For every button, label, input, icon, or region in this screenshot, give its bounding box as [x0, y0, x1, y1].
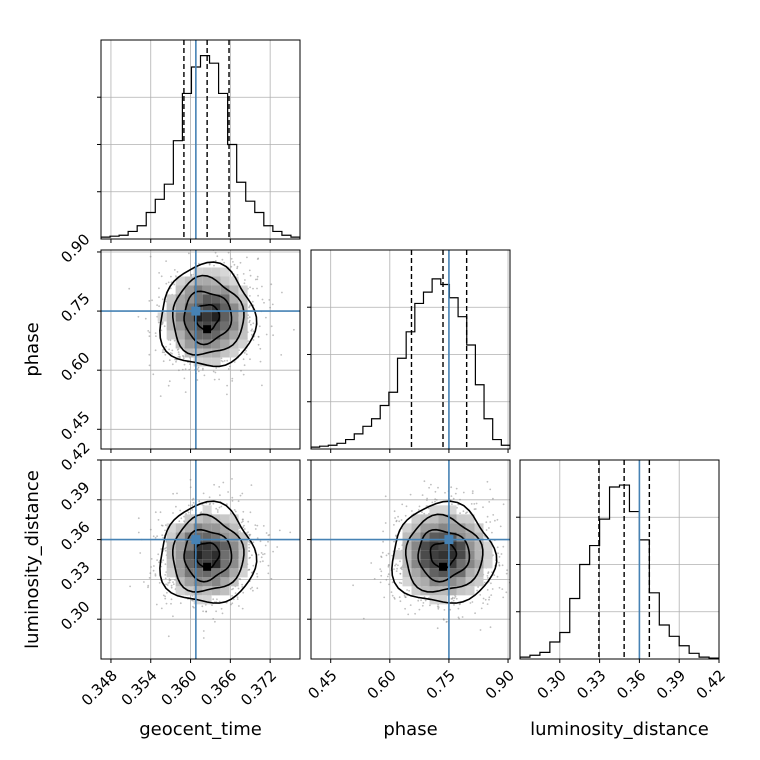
tick-label-y: 0.36: [57, 518, 93, 554]
tick-label-y: 0.75: [57, 289, 93, 325]
tick-label-y: 0.33: [57, 558, 93, 594]
tick-label-y: 0.39: [57, 478, 93, 514]
histogram-luminosity-distance: [516, 459, 720, 663]
axes-frame: [100, 459, 301, 660]
tick-label-x: 0.366: [197, 666, 240, 709]
axes-frame: [100, 249, 301, 450]
tick-label-x: 0.360: [157, 666, 200, 709]
histogram-phase: [307, 249, 511, 453]
density-geocent-time-vs-luminosity-distance: [97, 459, 301, 663]
tick-label-y: 0.30: [57, 597, 93, 633]
contour-lines: [159, 500, 258, 604]
axis-title-y: phase: [22, 322, 43, 376]
histogram-geocent-time: [97, 39, 301, 243]
truth-marker: [444, 535, 454, 545]
histogram-step: [101, 55, 300, 239]
axis-title-x: geocent_time: [139, 719, 262, 740]
tick-label-y: 0.90: [57, 230, 93, 266]
tick-label-y: 0.60: [57, 348, 93, 384]
contour-lines: [391, 500, 498, 604]
truth-marker: [191, 535, 201, 545]
histogram-step: [520, 484, 719, 659]
tick-label-x: 0.348: [78, 666, 121, 709]
histogram-step: [311, 278, 510, 449]
tick-label-x: 0.75: [423, 666, 459, 702]
density-phase-vs-luminosity-distance: [307, 459, 511, 663]
tick-label-x: 0.45: [304, 666, 340, 702]
density-geocent-time-vs-phase: [97, 249, 301, 453]
axes-frame: [310, 459, 511, 660]
axes-frame: [310, 249, 511, 450]
tick-label-x: 0.36: [613, 666, 649, 702]
tick-label-x: 0.60: [363, 666, 399, 702]
tick-label-x: 0.354: [118, 666, 161, 709]
axes-frame: [519, 459, 720, 660]
tick-label-y: 0.42: [57, 438, 93, 474]
axes-frame: [100, 39, 301, 240]
tick-label-x: 0.90: [482, 666, 518, 702]
axis-title-y: luminosity_distance: [22, 470, 43, 649]
tick-label-x: 0.39: [653, 666, 689, 702]
tick-label-x: 0.42: [693, 666, 729, 702]
tick-label-x: 0.33: [573, 666, 609, 702]
axis-title-x: luminosity_distance: [530, 719, 709, 740]
tick-label-y: 0.45: [57, 408, 93, 444]
axis-title-x: phase: [383, 719, 437, 740]
tick-label-x: 0.30: [533, 666, 569, 702]
truth-marker: [191, 306, 201, 316]
tick-label-x: 0.372: [237, 666, 280, 709]
